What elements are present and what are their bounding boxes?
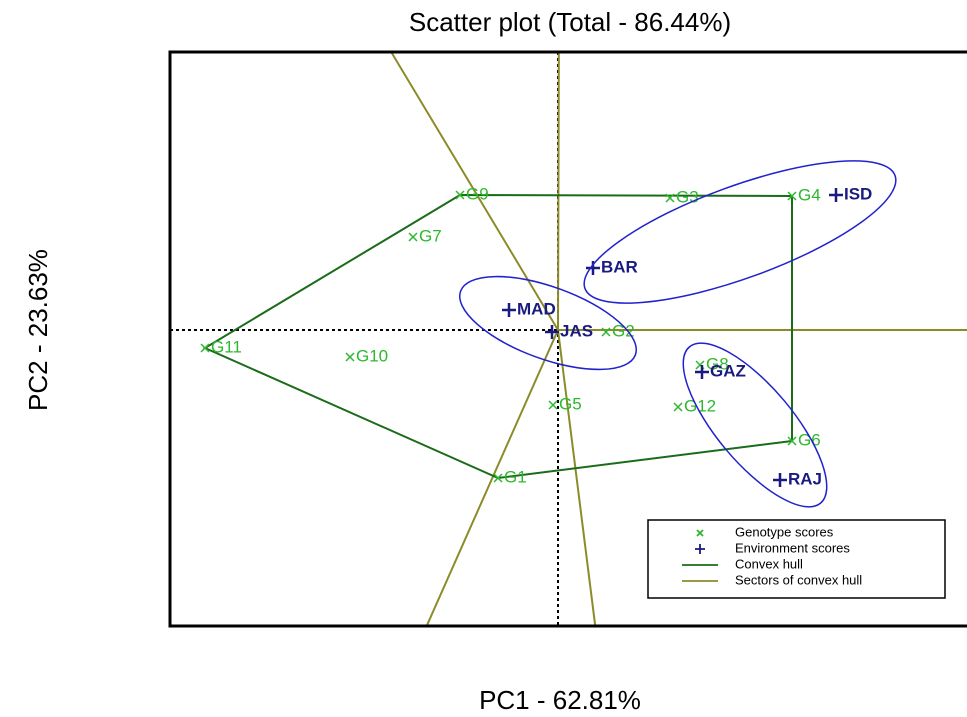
point-label: RAJ — [788, 469, 822, 488]
genotype-point — [200, 343, 210, 353]
convex-hull — [202, 193, 793, 480]
chart-title: Scatter plot (Total - 86.44%) — [409, 7, 731, 37]
y-axis-label: PC2 - 23.63% — [23, 249, 53, 411]
point-label: G6 — [798, 430, 821, 449]
genotype-point — [787, 191, 797, 201]
sector-line — [390, 51, 559, 331]
environment-point — [695, 365, 709, 379]
genotype-point — [455, 190, 465, 200]
genotype-point — [408, 232, 418, 242]
legend-symbol — [695, 544, 705, 554]
point-label: GAZ — [710, 361, 746, 380]
genotype-point — [548, 400, 558, 410]
genotype-point — [673, 402, 683, 412]
point-label: G8 — [706, 354, 729, 373]
point-label: G4 — [798, 185, 821, 204]
environment-point — [502, 303, 516, 317]
environment-point — [773, 473, 787, 487]
genotype-point — [345, 352, 355, 362]
mega-environment — [682, 342, 828, 508]
frame — [168, 50, 967, 628]
point-label: G1 — [504, 467, 527, 486]
point-label: G10 — [356, 346, 388, 365]
sector-line — [425, 329, 559, 627]
legend-symbol — [696, 529, 704, 537]
legend-label: Convex hull — [735, 556, 803, 571]
point-label: JAS — [560, 321, 593, 340]
sector-line — [557, 51, 560, 331]
environment-point — [545, 325, 559, 339]
environment-point — [586, 261, 600, 275]
point-label: G9 — [466, 184, 489, 203]
point-label: ISD — [844, 184, 872, 203]
legend-label: Genotype scores — [735, 524, 834, 539]
legend-box — [647, 519, 946, 599]
point-label: MAD — [517, 299, 556, 318]
mega-environment — [583, 160, 897, 304]
genotype-point — [665, 193, 675, 203]
point-label: G12 — [684, 396, 716, 415]
point-label: G11 — [211, 337, 242, 356]
point-label: BAR — [601, 257, 638, 276]
x-axis-label: PC1 - 62.81% — [479, 685, 641, 715]
mega-environment — [458, 275, 638, 371]
genotype-point — [493, 473, 503, 483]
point-label: G7 — [419, 226, 442, 245]
sector-line — [557, 329, 597, 627]
point-label: G5 — [559, 394, 582, 413]
environment-point — [829, 188, 843, 202]
genotype-point — [601, 327, 611, 337]
legend-label: Environment scores — [735, 540, 850, 555]
point-label: G2 — [612, 321, 635, 340]
genotype-point — [787, 436, 797, 446]
legend-label: Sectors of convex hull — [735, 572, 862, 587]
